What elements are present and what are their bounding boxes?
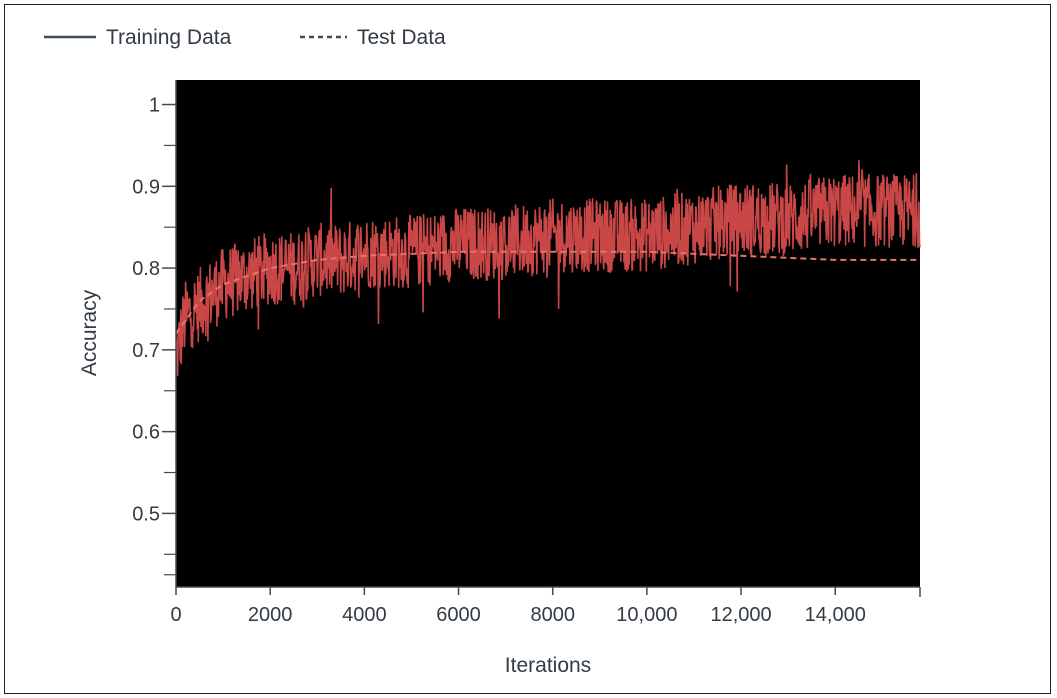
y-tick-label: 0.7 <box>132 340 160 362</box>
y-axis-title: Accuracy <box>78 289 101 376</box>
y-tick-label: 1 <box>149 95 160 117</box>
y-tick-label: 0.5 <box>132 503 160 525</box>
series-line-test <box>175 250 920 335</box>
x-tick-label: 8000 <box>530 604 575 626</box>
series-line-training <box>175 159 921 377</box>
x-tick-label: 10,000 <box>616 604 677 626</box>
y-ticks: 0.5 0.6 0.7 0.8 0.9 1 <box>132 95 176 576</box>
legend-label-training: Training Data <box>106 26 232 49</box>
x-tick-label: 6000 <box>436 604 481 626</box>
legend-label-test: Test Data <box>357 26 446 49</box>
x-tick-label: 12,000 <box>710 604 771 626</box>
y-tick-label: 0.6 <box>132 422 160 444</box>
x-tick-label: 4000 <box>342 604 387 626</box>
x-tick-label: 2000 <box>248 604 293 626</box>
plot-area <box>176 80 920 587</box>
x-ticks: 0 2000 4000 6000 8000 10,000 12,000 14,000 <box>170 587 921 626</box>
x-tick-label: 14,000 <box>805 604 866 626</box>
x-tick-label: 0 <box>170 604 181 626</box>
legend: Training Data Test Data <box>44 26 446 49</box>
x-axis-title: Iterations <box>505 654 591 677</box>
y-tick-label: 0.9 <box>132 176 160 198</box>
y-tick-label: 0.8 <box>132 258 160 280</box>
series-layer <box>175 159 921 377</box>
